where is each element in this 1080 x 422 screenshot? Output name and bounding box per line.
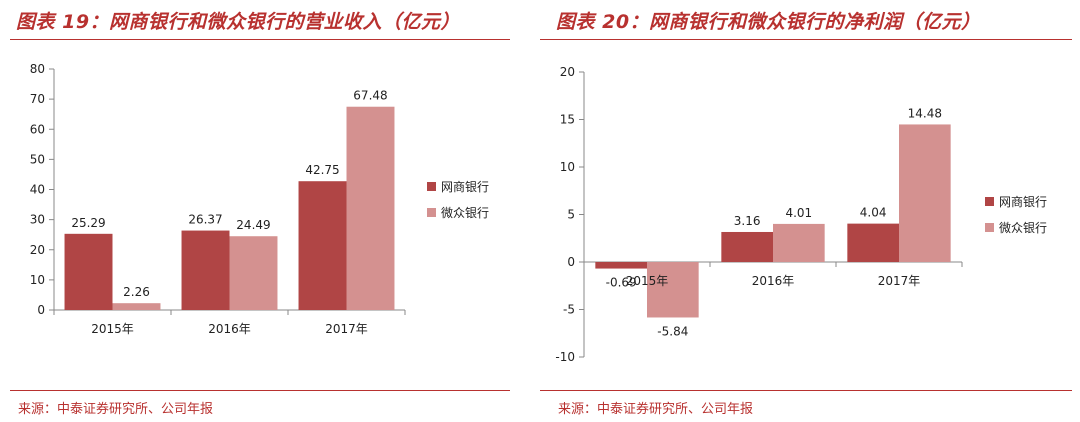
bar [595,262,647,269]
bar [298,181,347,310]
y-tick-label: 20 [560,65,575,79]
y-tick-label: 10 [30,273,45,287]
legend-swatch [985,197,994,206]
data-label: 4.01 [785,206,812,220]
bar [181,230,230,310]
bar [899,124,951,262]
chart-title: 图表 19：网商银行和微众银行的营业收入（亿元） [16,11,461,33]
source-note: 来源：中泰证券研究所、公司年报 [558,402,754,417]
y-tick-label: -5 [563,303,575,317]
x-tick-label: 2016年 [752,274,795,288]
legend-swatch [427,182,436,191]
source-rule [10,390,510,391]
x-tick-label: 2015年 [626,274,669,288]
source-note: 来源：中泰证券研究所、公司年报 [18,402,214,417]
y-tick-label: 60 [30,122,45,136]
chart-title: 图表 20：网商银行和微众银行的净利润（亿元） [556,11,981,33]
y-tick-label: 30 [30,213,45,227]
data-label: 25.29 [71,216,105,230]
y-tick-label: 10 [560,160,575,174]
title-rule [10,39,510,40]
data-label: 67.48 [353,89,387,103]
y-tick-label: 40 [30,183,45,197]
data-label: 26.37 [188,213,222,227]
x-tick-label: 2016年 [208,322,251,336]
y-tick-label: 80 [30,62,45,76]
legend-label: 微众银行 [441,206,489,220]
data-label: -0.69 [606,276,637,290]
y-tick-label: 5 [567,208,575,222]
data-label: 4.04 [860,206,887,220]
bar [721,231,773,262]
bar [847,223,899,262]
data-label: 3.16 [734,214,761,228]
legend-label: 网商银行 [999,194,1047,209]
data-label: -5.84 [657,324,688,338]
bar [64,233,113,310]
y-tick-label: 15 [560,113,575,127]
y-tick-label: 20 [30,243,45,257]
data-label: 14.48 [908,106,942,120]
data-label: 24.49 [236,218,270,232]
bar [647,262,699,318]
legend-label: 网商银行 [441,179,489,194]
bar [229,236,278,310]
legend-label: 微众银行 [999,221,1047,235]
bar [773,223,825,262]
data-label: 2.26 [123,285,150,299]
bar [346,106,395,311]
revenue-chart: 0 10 20 30 40 50 60 70 80 25.29 26.37 42.75 2.26 24.4… [30,62,489,336]
y-tick-label: 0 [37,303,45,317]
source-rule [540,390,1072,391]
y-tick-label: 50 [30,152,45,166]
legend-swatch [985,223,994,232]
legend-swatch [427,208,436,217]
x-tick-label: 2017年 [878,274,921,288]
bar [112,303,161,310]
y-tick-label: 70 [30,92,45,106]
chart-panel-revenue: 图表 19：网商银行和微众银行的营业收入（亿元） 0 10 20 30 40 50 60 70… [0,0,520,422]
x-tick-label: 2015年 [91,322,134,336]
title-rule [540,39,1072,40]
chart-panel-net-profit: 图表 20：网商银行和微众银行的净利润（亿元） -10 -5 0 5 10 15 20 -0.… [540,0,1080,422]
x-tick-label: 2017年 [325,322,368,336]
y-tick-label: -10 [555,350,575,364]
net-profit-chart: -10 -5 0 5 10 15 20 -0.69 3.16 4.04 -5.84 4.01 14.48… [555,65,1047,364]
data-label: 42.75 [305,163,339,177]
y-tick-label: 0 [567,255,575,269]
